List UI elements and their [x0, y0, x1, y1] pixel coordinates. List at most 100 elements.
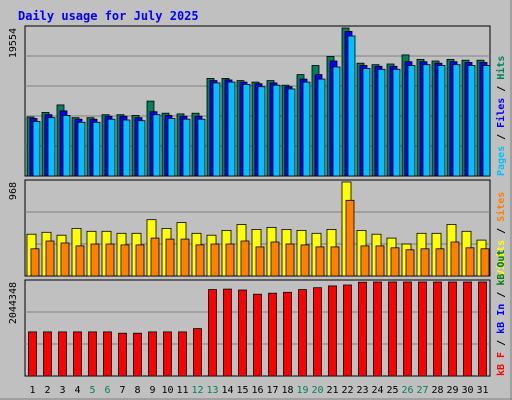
bar-requests-pages-29: [452, 64, 461, 177]
legend-sites: Sites: [495, 192, 507, 222]
panel-visitors: 968 Visits / Sites: [8, 179, 507, 277]
panel-requests: 19554 Pages / Files / Hits: [8, 25, 507, 177]
bar-requests-pages-6: [107, 118, 116, 177]
bar-visitors-sites-16: [255, 246, 265, 277]
bar-volume-kb-f-27: [418, 281, 427, 377]
bar-visitors-sites-13: [210, 243, 220, 277]
panel-volume: 2044348 kB F / kB In / kB Out: [8, 250, 507, 377]
legend-hits: Hits: [495, 56, 507, 80]
x-tick-label-14: 14: [221, 385, 233, 396]
bar-volume-kb-f-29: [448, 281, 457, 377]
bar-visitors-sites-6: [105, 243, 115, 277]
bar-requests-pages-30: [467, 65, 476, 177]
bar-visitors-sites-29: [450, 241, 460, 277]
bar-requests-pages-13: [212, 82, 221, 177]
bar-visitors-sites-8: [135, 244, 145, 277]
bar-volume-kb-f-25: [388, 281, 397, 377]
bar-visitors-sites-17: [270, 241, 280, 277]
bar-volume-kb-f-26: [403, 281, 412, 377]
bar-visitors-sites-30: [465, 247, 475, 277]
x-tick-label-13: 13: [206, 385, 218, 396]
legend-separator: /: [496, 128, 507, 146]
bar-volume-kb-f-14: [223, 288, 232, 377]
x-tick-label-3: 3: [59, 385, 65, 396]
bar-requests-pages-9: [152, 114, 161, 177]
x-tick-label-5: 5: [89, 385, 95, 396]
bar-volume-kb-f-6: [103, 331, 112, 377]
x-axis: 1 2 3 4 5 6 7 8 9 10 11 12 13 14 15 16 17 18 19 20 21 22 23 24 2…: [29, 385, 488, 396]
x-tick-label-12: 12: [191, 385, 203, 396]
x-tick-label-19: 19: [296, 385, 308, 396]
legend-kb-f: kB F: [496, 352, 507, 376]
bar-requests-pages-24: [377, 68, 386, 177]
x-tick-label-16: 16: [251, 385, 263, 396]
bar-volume-kb-f-1: [28, 331, 37, 377]
bar-requests-pages-23: [362, 68, 371, 177]
legend-separator: /: [496, 222, 507, 240]
panel-volume-legend: kB F / kB In / kB Out: [496, 250, 507, 376]
bar-requests-pages-22: [347, 35, 356, 177]
bar-volume-kb-f-5: [88, 331, 97, 377]
x-tick-label-31: 31: [476, 385, 488, 396]
bar-volume-kb-f-22: [343, 284, 352, 377]
bar-volume-kb-f-31: [478, 281, 487, 377]
bar-visitors-sites-4: [75, 245, 85, 277]
x-tick-label-26: 26: [401, 385, 413, 396]
bar-requests-pages-8: [137, 120, 146, 177]
panel-visitors-legend: Visits / Sites: [495, 192, 507, 276]
x-tick-label-28: 28: [431, 385, 443, 396]
panel-requests-legend: Pages / Files / Hits: [495, 56, 507, 176]
x-tick-label-2: 2: [44, 385, 50, 396]
x-tick-label-7: 7: [119, 385, 125, 396]
x-tick-label-11: 11: [176, 385, 188, 396]
bar-volume-kb-f-9: [148, 331, 157, 377]
bar-volume-kb-f-12: [193, 328, 202, 377]
panel-volume-max-label: 2044348: [8, 282, 19, 324]
bar-visitors-sites-20: [315, 246, 325, 277]
bar-visitors-sites-24: [375, 245, 385, 277]
bar-requests-pages-17: [272, 84, 281, 177]
bar-volume-kb-f-4: [73, 331, 82, 377]
bar-visitors-sites-21: [330, 246, 340, 277]
bar-requests-pages-18: [287, 88, 296, 177]
bar-volume-kb-f-24: [373, 281, 382, 377]
bar-requests-pages-3: [62, 115, 71, 177]
x-tick-label-25: 25: [386, 385, 398, 396]
x-tick-label-30: 30: [461, 385, 473, 396]
chart-title: Daily usage for July 2025: [18, 9, 199, 23]
x-tick-label-22: 22: [341, 385, 353, 396]
bar-requests-pages-4: [77, 121, 86, 177]
x-tick-label-10: 10: [161, 385, 173, 396]
bar-requests-pages-19: [302, 81, 311, 177]
bar-volume-kb-f-20: [313, 287, 322, 377]
bar-visitors-sites-5: [90, 243, 100, 277]
bar-requests-pages-21: [332, 66, 341, 177]
x-tick-label-29: 29: [446, 385, 458, 396]
bar-requests-pages-16: [257, 86, 266, 177]
bar-requests-pages-12: [197, 118, 206, 177]
bar-visitors-sites-10: [165, 238, 175, 277]
bar-visitors-sites-26: [405, 249, 415, 277]
x-tick-label-9: 9: [149, 385, 155, 396]
bar-requests-pages-25: [392, 68, 401, 177]
bar-volume-kb-f-16: [253, 293, 262, 377]
bar-volume-kb-f-19: [298, 289, 307, 377]
bar-requests-pages-1: [32, 121, 41, 177]
bar-requests-pages-10: [167, 118, 176, 177]
bar-requests-pages-7: [122, 119, 131, 177]
bar-volume-kb-f-13: [208, 289, 217, 377]
bar-visitors-sites-22: [345, 199, 355, 277]
chart-panels: 19554 Pages / Files / Hits 968 Visits / Sit…: [8, 25, 507, 377]
x-tick-label-27: 27: [416, 385, 428, 396]
bar-volume-kb-f-10: [163, 331, 172, 377]
x-tick-label-15: 15: [236, 385, 248, 396]
bar-visitors-sites-28: [435, 248, 445, 277]
bar-requests-pages-14: [227, 81, 236, 177]
bar-visitors-sites-18: [285, 243, 295, 277]
bar-visitors-sites-2: [45, 240, 55, 277]
bar-volume-kb-f-7: [118, 332, 127, 377]
x-tick-label-17: 17: [266, 385, 278, 396]
legend-separator: /: [496, 80, 507, 98]
